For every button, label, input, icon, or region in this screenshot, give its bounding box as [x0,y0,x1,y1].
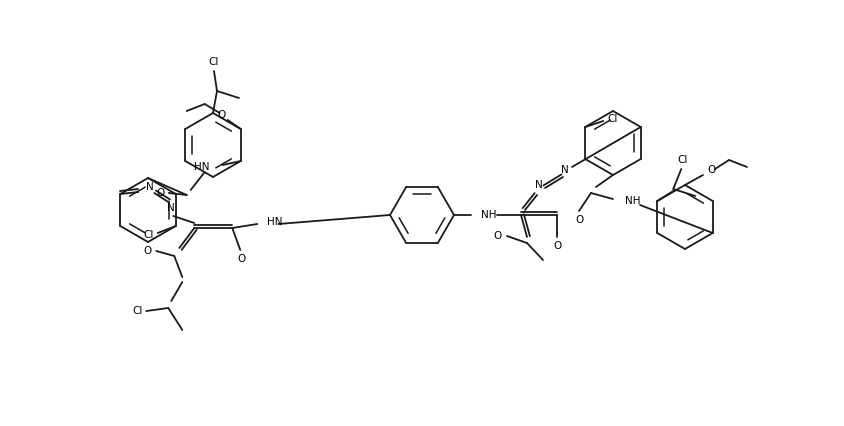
Text: O: O [553,241,561,251]
Text: O: O [575,215,583,225]
Text: Cl: Cl [677,155,688,165]
Text: O: O [494,231,502,241]
Text: N: N [535,180,543,190]
Text: N: N [561,165,569,175]
Text: Cl: Cl [143,230,154,240]
Text: HN: HN [268,217,283,227]
Text: Cl: Cl [607,114,618,124]
Text: Cl: Cl [208,57,219,67]
Text: O: O [237,254,246,264]
Text: N: N [167,203,176,213]
Text: O: O [707,165,715,175]
Text: O: O [218,110,226,120]
Text: NH: NH [481,210,496,220]
Text: NH: NH [625,196,641,206]
Text: N: N [146,182,154,192]
Text: O: O [157,188,165,198]
Text: O: O [143,246,151,256]
Text: HN: HN [194,162,209,172]
Text: Cl: Cl [133,306,143,316]
